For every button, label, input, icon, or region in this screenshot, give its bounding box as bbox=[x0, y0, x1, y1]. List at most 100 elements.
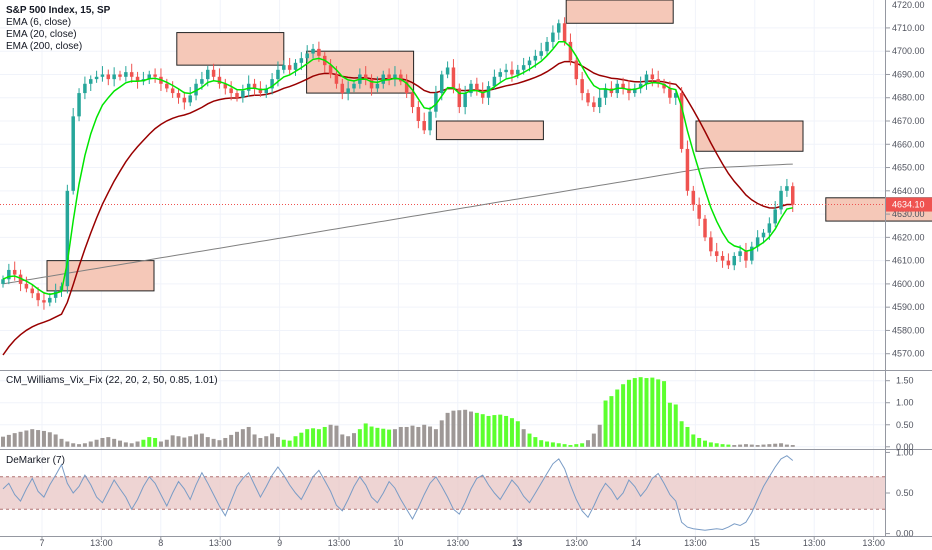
vix-bar bbox=[574, 444, 579, 447]
candle-body bbox=[299, 58, 304, 63]
vix-bar bbox=[59, 438, 64, 447]
vix-tick-label: 0.00 bbox=[896, 442, 914, 452]
candle-body bbox=[293, 62, 298, 70]
vix-bar bbox=[433, 429, 438, 447]
price-tick-label: 4590.00 bbox=[892, 302, 925, 312]
vix-bar bbox=[580, 443, 585, 447]
candle-body bbox=[317, 48, 321, 56]
candle-body bbox=[521, 65, 526, 70]
candle-body bbox=[656, 79, 660, 84]
candle-body bbox=[211, 69, 216, 77]
vix-bar bbox=[743, 444, 748, 447]
price-axis[interactable]: 4570.00 4580.00 4590.00 4600.00 4610.00 4620.… bbox=[886, 0, 925, 359]
demarker-tick-label: 1.00 bbox=[896, 447, 914, 457]
candle-body bbox=[668, 88, 672, 98]
candle-body bbox=[188, 95, 192, 103]
vix-bar bbox=[118, 440, 122, 447]
demarker-title[interactable]: DeMarker (7) bbox=[6, 455, 65, 466]
vix-bar bbox=[77, 444, 82, 447]
vix-bar bbox=[6, 434, 11, 447]
candle-body bbox=[258, 88, 263, 94]
vix-bar bbox=[65, 441, 70, 447]
vix-bar bbox=[293, 436, 298, 447]
time-tick-label: 13:00 bbox=[209, 538, 232, 548]
vix-bar bbox=[626, 379, 631, 447]
price-tick-label: 4580.00 bbox=[892, 325, 925, 335]
candle-body bbox=[129, 72, 134, 77]
williams-vix-axis[interactable]: 0.00 0.50 1.00 1.50 bbox=[886, 376, 914, 452]
symbol-title[interactable]: S&P 500 Index, 15, SP bbox=[6, 5, 111, 16]
vix-bar bbox=[194, 434, 199, 447]
candle-body bbox=[726, 260, 731, 266]
candle-body bbox=[463, 93, 467, 108]
vix-bar bbox=[18, 431, 23, 447]
vix-bar bbox=[416, 426, 421, 447]
price-pane[interactable] bbox=[0, 0, 932, 370]
candle-body bbox=[586, 93, 590, 103]
candle-body bbox=[416, 107, 421, 122]
candle-body bbox=[53, 290, 58, 298]
vix-bar bbox=[270, 433, 275, 447]
time-tick-label: 15 bbox=[750, 538, 760, 548]
price-tick-label: 4690.00 bbox=[892, 69, 925, 79]
vix-bar bbox=[240, 429, 245, 447]
price-tick-label: 4570.00 bbox=[892, 349, 925, 359]
vix-bar bbox=[691, 434, 696, 447]
vix-bar bbox=[685, 426, 690, 447]
vix-bar bbox=[697, 437, 702, 447]
demarker-pane[interactable] bbox=[0, 450, 885, 536]
candle-body bbox=[182, 97, 187, 103]
candle-body bbox=[592, 102, 596, 108]
williams-vix-title[interactable]: CM_Williams_Vix_Fix (22, 20, 2, 50, 0.85… bbox=[6, 375, 218, 386]
candle-body bbox=[7, 269, 11, 280]
candle-body bbox=[276, 69, 280, 80]
price-tick-label: 4600.00 bbox=[892, 279, 925, 289]
candle-body bbox=[539, 51, 543, 56]
candle-body bbox=[714, 251, 719, 256]
candle-body bbox=[48, 297, 52, 303]
vix-bar bbox=[287, 440, 292, 447]
demarker-axis[interactable]: 0.00 0.50 1.00 bbox=[886, 447, 914, 539]
candle-body bbox=[650, 74, 655, 80]
vix-bar bbox=[790, 445, 795, 447]
vix-bar bbox=[53, 434, 58, 447]
candle-body bbox=[580, 79, 584, 94]
candle-body bbox=[223, 83, 228, 89]
vix-bar bbox=[656, 379, 661, 447]
candle-body bbox=[42, 300, 46, 303]
williams-vix-pane[interactable] bbox=[0, 371, 885, 449]
vix-bar bbox=[662, 381, 667, 447]
zone-box bbox=[695, 120, 804, 152]
vix-bar bbox=[88, 441, 93, 447]
last-price-value: 4634.10 bbox=[892, 200, 925, 210]
legend-ema20[interactable]: EMA (20, close) bbox=[6, 29, 77, 40]
candle-body bbox=[24, 283, 29, 289]
time-tick-label: 13 bbox=[512, 538, 522, 548]
vix-bar bbox=[375, 427, 380, 447]
candle-body bbox=[697, 204, 701, 219]
candle-body bbox=[504, 69, 508, 73]
vix-bar bbox=[123, 442, 128, 447]
vix-bar bbox=[147, 437, 152, 447]
legend-ema200[interactable]: EMA (200, close) bbox=[6, 41, 82, 52]
candle-body bbox=[328, 65, 333, 75]
vix-bar bbox=[264, 436, 269, 447]
demarker-line bbox=[2, 455, 794, 531]
zone-box bbox=[176, 32, 285, 66]
time-axis[interactable]: 7 13:00 8 13:00 9 13:00 10 13:00 13 13:00 14 13:00 1… bbox=[39, 536, 885, 548]
candle-body bbox=[674, 93, 678, 98]
legend-ema6[interactable]: EMA (6, close) bbox=[6, 17, 71, 28]
time-tick-label: 8 bbox=[158, 538, 163, 548]
candle-body bbox=[603, 88, 608, 98]
candle-body bbox=[135, 76, 140, 82]
vix-tick-label: 0.50 bbox=[896, 420, 914, 430]
vix-bar bbox=[638, 377, 643, 447]
candle-body bbox=[264, 88, 268, 94]
candle-body bbox=[363, 74, 368, 80]
vix-bar bbox=[650, 377, 655, 447]
candle-body bbox=[527, 60, 532, 66]
candle-body bbox=[36, 293, 40, 301]
candle-body bbox=[340, 83, 345, 94]
last-price-tag-bg bbox=[886, 197, 932, 212]
